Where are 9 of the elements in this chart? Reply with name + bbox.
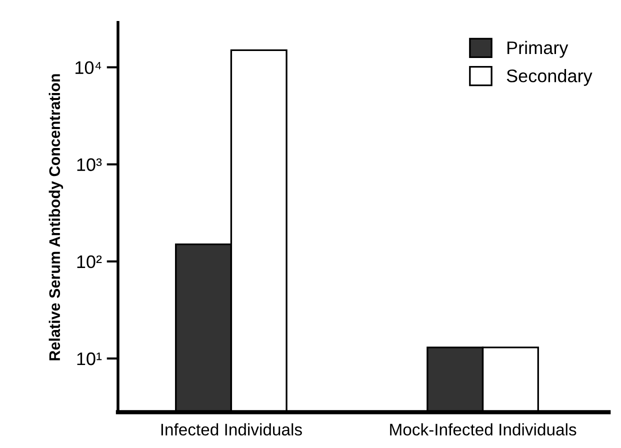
x-tick-label: Mock-Infected Individuals xyxy=(390,423,576,436)
x-tick-label: Infected Individuals xyxy=(161,423,302,436)
legend-label: Primary xyxy=(507,40,568,58)
y-tick-label: 10³ xyxy=(77,158,102,172)
y-tick-label: 10² xyxy=(77,255,102,268)
y-axis-title: Relative Serum Antibody Concentration xyxy=(48,74,64,360)
y-tick-label: 10¹ xyxy=(77,352,102,366)
y-tick-label: 10⁴ xyxy=(76,61,102,74)
legend-label: Secondary xyxy=(506,69,592,86)
